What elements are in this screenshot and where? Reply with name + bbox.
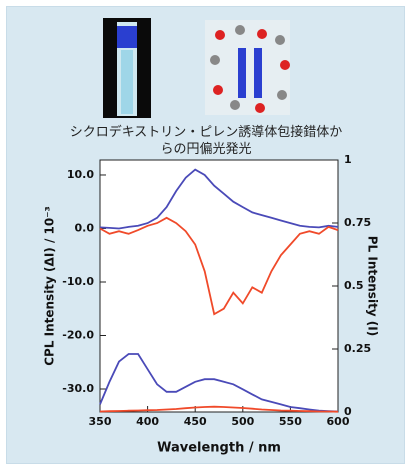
vial-photo <box>103 18 151 118</box>
series-line <box>99 216 339 316</box>
y-axis-title: CPL Intensity (ΔI) / 10⁻³ <box>43 206 57 366</box>
y2-axis-title: PL Intensity (I) <box>366 236 380 336</box>
series-line <box>99 353 339 413</box>
y2-tick-label: 0.5 <box>344 279 364 292</box>
x-tick-label: 600 <box>327 415 350 428</box>
x-tick-label: 450 <box>184 415 207 428</box>
series-line <box>99 168 339 230</box>
series-line <box>99 405 339 413</box>
plot-area <box>99 159 339 413</box>
y-tick-label: -20.0 <box>62 328 94 341</box>
y2-tick-label: 0.25 <box>344 342 371 355</box>
molecular-model <box>205 20 290 115</box>
y2-tick-label: 0 <box>344 405 352 418</box>
x-tick-label: 550 <box>279 415 302 428</box>
y-tick-label: 0.0 <box>75 221 95 234</box>
y-tick-label: -30.0 <box>62 382 94 395</box>
caption: シクロデキストリン・ピレン誘導体包接錯体からの円偏光発光 <box>69 125 343 157</box>
y2-tick-label: 1 <box>344 153 352 166</box>
x-axis-title: Wavelength / nm <box>157 441 281 456</box>
y-tick-label: 10.0 <box>67 168 94 181</box>
y2-tick-label: 0.75 <box>344 216 371 229</box>
y-tick-label: -10.0 <box>62 275 94 288</box>
x-tick-label: 500 <box>231 415 254 428</box>
x-tick-label: 400 <box>136 415 159 428</box>
x-tick-label: 350 <box>89 415 112 428</box>
